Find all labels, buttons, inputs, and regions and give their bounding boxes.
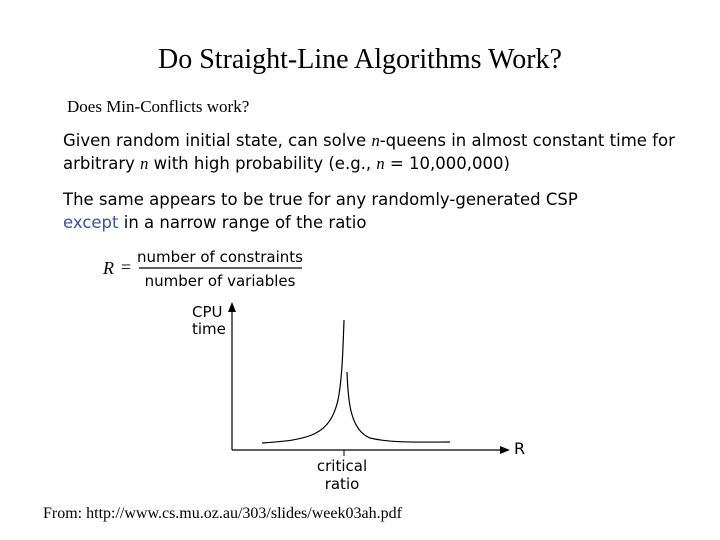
x-label: R	[514, 439, 525, 458]
body-line: except in a narrow range of the ratio	[63, 213, 366, 232]
math-var: n	[371, 131, 379, 150]
math-var: n	[376, 154, 384, 173]
formula-op: =	[121, 257, 131, 277]
source: From: http://www.cs.mu.oz.au/303/slides/…	[43, 505, 403, 522]
text-run: The same appears to be true for any rand…	[62, 190, 578, 209]
slide-title: Do Straight-Line Algorithms Work?	[158, 44, 562, 75]
cpu-curve-left	[261, 319, 345, 444]
numerator: number of constraints	[137, 248, 303, 266]
formula-lhs: R	[102, 258, 114, 278]
marker-label: ratio	[325, 475, 360, 493]
subtitle: Does Min-Conflicts work?	[67, 97, 249, 116]
text-run: = 10,000,000)	[385, 154, 510, 173]
plot: CPU time R critical ratio	[192, 302, 525, 493]
text-run: with high probability (e.g.,	[148, 154, 376, 173]
text-run: in a narrow range of the ratio	[119, 213, 367, 232]
x-arrow	[500, 446, 510, 454]
y-arrow	[228, 302, 236, 312]
emphasis: except	[63, 213, 119, 232]
text-run: arbitrary	[63, 154, 140, 173]
y-label: CPU	[192, 303, 223, 321]
body-line: Given random initial state, can solve n-…	[63, 131, 675, 150]
text-run: -queens in almost constant time for	[380, 131, 675, 150]
y-label: time	[192, 320, 226, 338]
marker-label: critical	[317, 457, 367, 475]
body-line: arbitrary n with high probability (e.g.,…	[63, 154, 510, 173]
cpu-curve-right	[346, 371, 451, 443]
denominator: number of variables	[145, 272, 296, 290]
body-line: The same appears to be true for any rand…	[62, 190, 578, 209]
text-run: Given random initial state, can solve	[63, 131, 371, 150]
math-var: n	[140, 154, 148, 173]
